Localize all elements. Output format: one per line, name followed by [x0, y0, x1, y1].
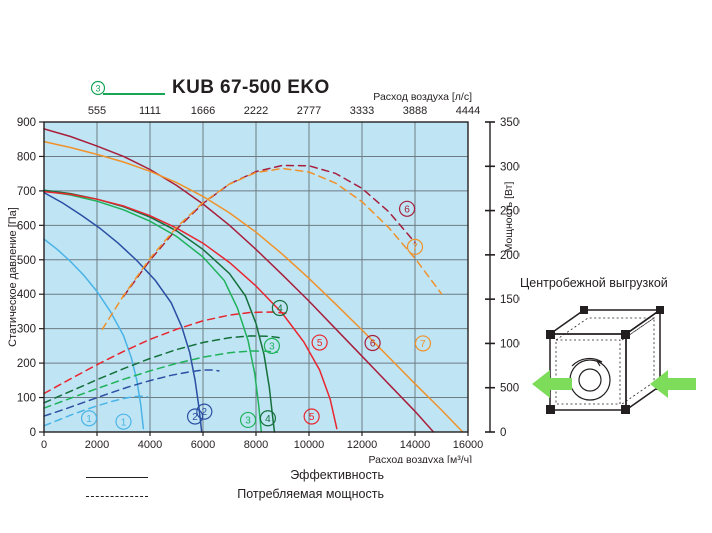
legend-swatch-solid [86, 477, 148, 478]
series-curve-1-power [43, 395, 149, 427]
svg-text:2: 2 [192, 412, 198, 423]
series-curve-3-pressure [43, 190, 263, 433]
x-tick-label-top: 2222 [244, 105, 268, 117]
series-curve-5-pressure [43, 190, 338, 430]
x-tick-label-top: 3333 [350, 105, 374, 117]
series-marker-6-pressure: 6 [364, 334, 381, 352]
series-curve-6-pressure [43, 128, 435, 433]
y-tick-label-right: 2000 [500, 250, 520, 262]
x-tick-label: 16000 [453, 439, 484, 451]
x-tick-label: 10000 [294, 439, 325, 451]
legend-label-efficiency: Эффективность [290, 468, 384, 482]
x-tick-label: 12000 [347, 439, 378, 451]
chart-legend: Эффективность Потребляемая мощность [86, 468, 386, 508]
svg-text:6: 6 [370, 339, 376, 350]
page-header: 3 KUB 67-500 EKO [0, 36, 712, 98]
legend-item-efficiency: Эффективность [86, 468, 386, 487]
svg-text:4: 4 [277, 304, 283, 315]
svg-text:6: 6 [404, 204, 410, 215]
series-marker-2-power: 2 [196, 403, 213, 420]
svg-text:7: 7 [420, 339, 426, 350]
y-tick-label: 700 [17, 186, 36, 198]
x-tick-label: 6000 [191, 439, 215, 451]
svg-text:2: 2 [202, 407, 208, 418]
series-marker-6-power: 6 [398, 200, 416, 217]
series-curve-3-power [43, 350, 278, 409]
svg-text:4: 4 [265, 414, 271, 425]
y-axis-label-left: Статическое давление [Па] [7, 207, 19, 347]
series-curve-7-pressure [43, 140, 464, 433]
series-marker-1-power: 1 [80, 410, 98, 427]
header-marker-icon: 3 [90, 80, 106, 96]
fan-performance-chart: 1 2 3 4 5 6 7 1 2 3 4 5 6 7 0 2000 4000 6000 8000 10000 1200… [0, 88, 520, 463]
y-tick-label-right: 3500 [500, 117, 520, 129]
page-title: KUB 67-500 EKO [172, 77, 330, 98]
series-curve-4-power [43, 335, 284, 404]
y-tick-label-right: 1500 [500, 294, 520, 306]
series-curve-2-pressure [43, 191, 203, 433]
series-marker-3-pressure: 3 [239, 411, 257, 429]
header-rule [103, 93, 165, 95]
x-axis-label-top: Расход воздуха [л/с] [373, 91, 472, 103]
series-curve-2-power [43, 369, 220, 417]
y-tick-label: 900 [17, 117, 36, 129]
x-tick-label: 4000 [138, 439, 162, 451]
series-marker-1-pressure: 1 [115, 413, 132, 430]
series-marker-4-power: 4 [271, 299, 288, 317]
series-curve-6-power [122, 164, 416, 298]
y-tick-label: 100 [17, 393, 36, 405]
x-tick-label: 14000 [400, 439, 431, 451]
y-tick-label-right: 500 [500, 383, 519, 395]
x-tick-label: 8000 [244, 439, 268, 451]
x-tick-label-top: 555 [88, 105, 106, 117]
y-tick-label: 800 [17, 151, 36, 163]
svg-text:7: 7 [412, 242, 418, 253]
fan-unit-diagram [532, 306, 696, 414]
series-marker-7-pressure: 7 [414, 335, 432, 352]
svg-text:5: 5 [309, 412, 315, 423]
y-axis-label-right: Мощность [Вт] [503, 182, 515, 253]
series-curve-1-pressure [43, 238, 145, 430]
x-tick-label-top: 2777 [297, 105, 321, 117]
y-tick-label: 600 [17, 220, 36, 232]
y-tick-label-right: 0 [500, 427, 506, 439]
x-tick-label: 0 [41, 439, 47, 451]
legend-item-power: Потребляемая мощность [86, 487, 386, 506]
airflow-arrow [532, 370, 696, 398]
y-tick-label-right: 1000 [500, 338, 520, 350]
legend-swatch-dashed [86, 496, 148, 497]
discharge-illustration: Центробежной выгрузкой [512, 276, 712, 416]
svg-text:5: 5 [317, 338, 323, 349]
series-marker-3-power: 3 [263, 337, 280, 354]
series-curve-5-power [43, 311, 289, 395]
y-tick-label: 500 [17, 255, 36, 267]
svg-text:1: 1 [121, 417, 127, 428]
series-marker-5-power: 5 [311, 334, 328, 351]
x-tick-label-top: 4444 [456, 105, 480, 117]
series-marker-5-pressure: 5 [303, 408, 320, 425]
svg-text:3: 3 [245, 416, 251, 427]
series-marker-2-pressure: 2 [186, 408, 204, 425]
header-marker-number: 3 [95, 83, 100, 93]
series-marker-7-power: 7 [406, 238, 424, 255]
x-tick-label: 2000 [85, 439, 109, 451]
y-tick-label: 200 [17, 358, 36, 370]
series-marker-4-pressure: 4 [259, 410, 277, 427]
y-tick-label: 300 [17, 324, 36, 336]
x-tick-label-top: 3888 [403, 105, 427, 117]
svg-text:3: 3 [269, 341, 275, 352]
y-tick-label: 400 [17, 289, 36, 301]
x-tick-label-top: 1666 [191, 105, 215, 117]
x-axis-label-bottom: Расход воздуха [м³/ч] [369, 454, 473, 463]
legend-label-power: Потребляемая мощность [237, 487, 384, 501]
illustration-caption: Центробежной выгрузкой [520, 276, 668, 290]
svg-text:1: 1 [86, 414, 92, 425]
x-tick-label-top: 1111 [139, 105, 161, 117]
y-tick-label-right: 3000 [500, 161, 520, 173]
y-tick-label: 0 [30, 427, 36, 439]
y-tick-label-right: 2500 [500, 206, 520, 218]
